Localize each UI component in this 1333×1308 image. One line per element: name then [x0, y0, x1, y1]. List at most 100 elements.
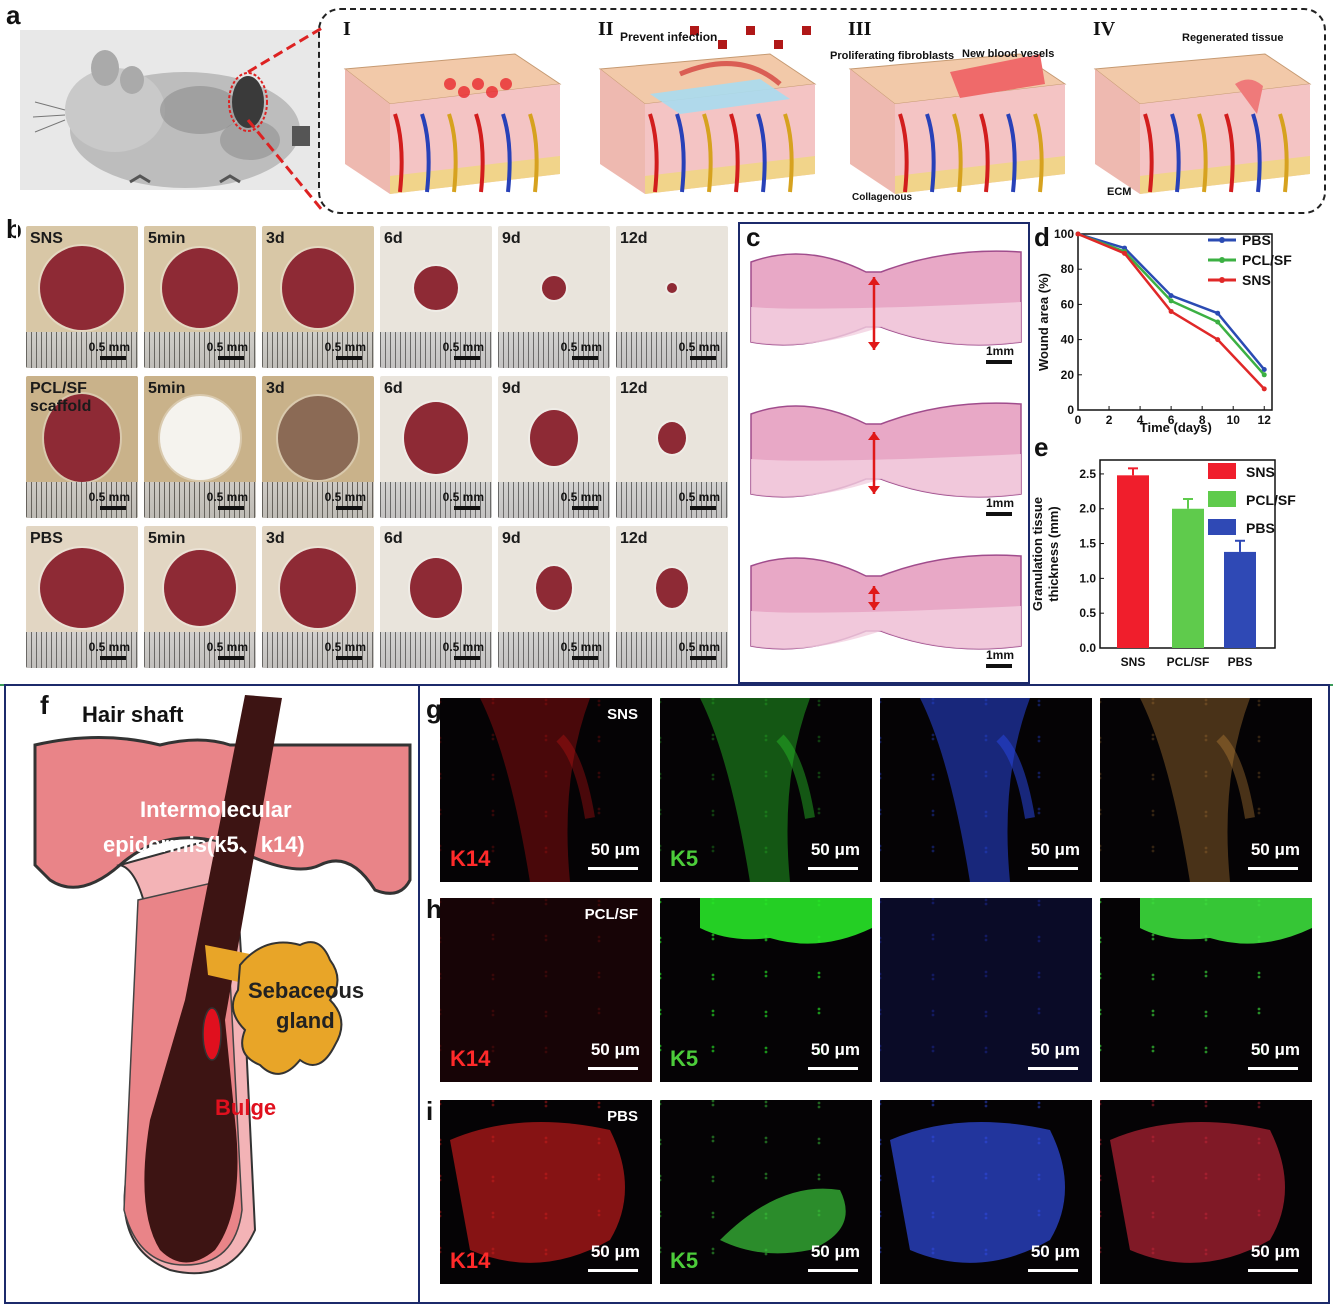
y-tick-label: 100 — [1054, 227, 1074, 241]
group-label: PBS — [607, 1108, 638, 1125]
wound-stage-2: II — [590, 14, 820, 204]
scale-bar — [808, 1067, 858, 1070]
x-tick-label: PBS — [1228, 655, 1253, 669]
scale-bar — [1028, 867, 1078, 870]
wound-spot — [414, 266, 458, 310]
wound-spot — [667, 283, 677, 293]
wound-photo: 6d 0.5 mm — [380, 226, 492, 368]
wound-stage-1: I — [335, 14, 565, 204]
photo-label: 6d — [384, 380, 403, 397]
fluorescence-image: K5 50 μm — [660, 898, 872, 1082]
wound-photo: 5min 0.5 mm — [144, 526, 256, 668]
wound-photo: 5min 0.5 mm — [144, 376, 256, 518]
scale-bar — [454, 356, 480, 360]
legend-label: PCL/SF — [1242, 252, 1292, 268]
ruler — [262, 332, 374, 368]
scale-label: 0.5 mm — [442, 340, 484, 354]
scale-label: 0.5 mm — [324, 490, 366, 504]
ruler — [144, 632, 256, 668]
scale-label: 50 μm — [1030, 840, 1080, 859]
series-line-pcl-sf — [1077, 232, 1266, 376]
bar-sns — [1117, 475, 1149, 648]
stage-roman: IV — [1093, 18, 1116, 40]
histology-section — [750, 402, 1022, 498]
mouse-illustration — [20, 30, 320, 190]
zoom-lines — [246, 26, 324, 211]
scale-label: 0.5 mm — [206, 640, 248, 654]
scale-label: 50 μm — [810, 840, 860, 859]
wound-photo: 12d 0.5 mm — [616, 526, 728, 668]
wound-photo: PCL/SF scaffold 0.5 mm — [26, 376, 138, 518]
photo-label: 5min — [148, 380, 186, 397]
scale-label: 0.5 mm — [206, 490, 248, 504]
wound-spot — [280, 548, 356, 628]
x-tick-label: 2 — [1106, 413, 1113, 427]
ruler — [144, 332, 256, 368]
left-bottom-frame — [4, 684, 420, 1304]
scale-bar — [1028, 1269, 1078, 1272]
wound-spot — [542, 276, 566, 300]
scale-bar — [572, 656, 598, 660]
fluorescence-image: 50 μm — [1100, 898, 1312, 1082]
x-tick-label: PCL/SF — [1167, 655, 1210, 669]
photo-label: 3d — [266, 380, 285, 397]
stage-annotation: Regenerated tissue — [1182, 32, 1284, 44]
data-point — [1261, 386, 1267, 392]
scale-label: 50 μm — [590, 840, 640, 859]
stage-roman: III — [848, 18, 872, 40]
granulation-thickness-chart: 0.0 0.5 1.0 1.5 2.0 2.5 Granulation tissue thic… — [1030, 459, 1296, 669]
y-tick-label: 2.5 — [1079, 467, 1096, 481]
scale-bar — [808, 1269, 858, 1272]
scale-label: 0.5 mm — [88, 640, 130, 654]
x-tick-label: 0 — [1075, 413, 1082, 427]
panel-letter-d: d — [1034, 222, 1050, 252]
legend-marker — [1219, 237, 1225, 243]
fluorescence-image: 50 μm — [1100, 698, 1312, 882]
panel-b-frame — [16, 222, 736, 682]
legend-label: PBS — [1242, 232, 1271, 248]
scale-bar — [986, 360, 1012, 364]
scale-label: 0.5 mm — [324, 640, 366, 654]
legend-marker — [1219, 277, 1225, 283]
scale-bar — [336, 656, 362, 660]
wound-photo: 5min 0.5 mm — [144, 226, 256, 368]
panel-letter-h: h — [426, 894, 442, 924]
scale-label: 0.5 mm — [324, 340, 366, 354]
photo-label: 5min — [148, 530, 186, 547]
scale-bar — [1248, 1067, 1298, 1070]
photo-label: 3d — [266, 230, 285, 247]
ruler — [498, 482, 610, 518]
legend-label: SNS — [1242, 272, 1271, 288]
wound-stage-3: III — [840, 14, 1070, 204]
channel-label-k14: K14 — [450, 1248, 491, 1273]
wound-photo: 3d 0.5 mm — [262, 526, 374, 668]
photo-label: 6d — [384, 530, 403, 547]
panel-letter-e: e — [1034, 432, 1049, 462]
x-tick-label: 4 — [1137, 413, 1144, 427]
scale-bar — [690, 506, 716, 510]
bulge-label: Bulge — [215, 1095, 277, 1120]
sebaceous-label-1: Sebaceous — [248, 978, 365, 1003]
group-label: PCL/SF — [584, 906, 638, 923]
scale-bar — [572, 506, 598, 510]
data-point — [1215, 319, 1221, 325]
ruler — [144, 482, 256, 518]
legend-label: PCL/SF — [1246, 492, 1296, 508]
wound-spot — [282, 248, 354, 328]
scale-bar — [454, 656, 480, 660]
wound-photo: 6d 0.5 mm — [380, 376, 492, 518]
y-tick-label: 0.5 — [1079, 606, 1096, 620]
ruler — [498, 632, 610, 668]
ruler — [26, 632, 138, 668]
y-tick-label: 2.0 — [1079, 502, 1096, 516]
wound-photo: 9d 0.5 mm — [498, 226, 610, 368]
scale-bar — [336, 506, 362, 510]
ruler — [616, 632, 728, 668]
fluorescence-image: K14 PBS 50 μm — [440, 1100, 652, 1284]
stage-roman: II — [598, 18, 614, 40]
scale-bar — [100, 506, 126, 510]
ruler — [262, 632, 374, 668]
scale-label: 50 μm — [810, 1040, 860, 1059]
y-tick-label: 60 — [1061, 297, 1075, 311]
panel-letter-a: a — [6, 0, 21, 30]
